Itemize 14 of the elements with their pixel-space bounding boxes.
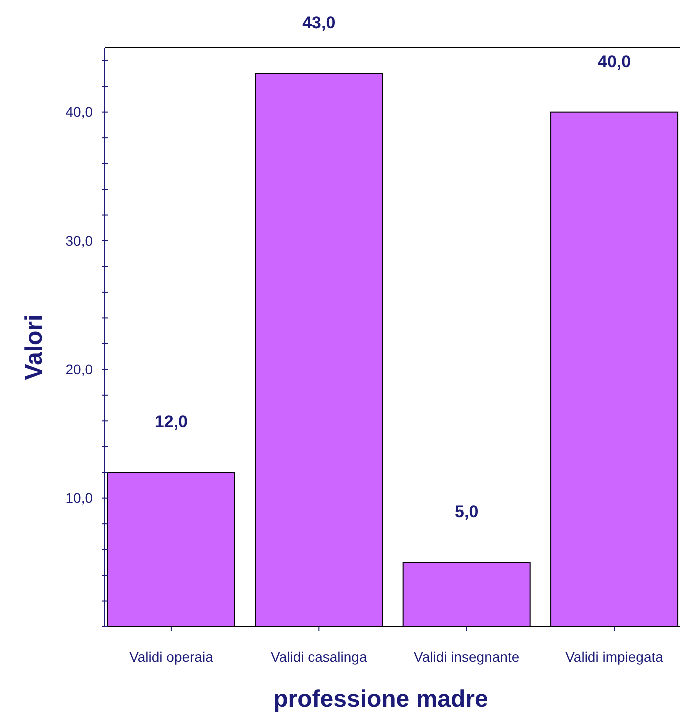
x-tick-label: Validi operaia [130,649,214,665]
x-tick-label: Validi insegnante [414,649,520,665]
y-tick-label: 30,0 [66,232,94,249]
data-label: 5,0 [455,502,479,522]
data-label: 43,0 [302,14,336,33]
data-label: 12,0 [154,412,188,432]
y-tick-label: 40,0 [66,104,94,120]
x-tick-label: Validi impiegata [566,649,664,665]
data-label: 40,0 [598,52,632,72]
y-tick-label: 20,0 [66,362,94,378]
x-tick-label: Validi casalinga [271,649,368,665]
y-axis-title: Valori [21,314,48,380]
y-tick-label: 10,0 [66,490,94,506]
x-axis-title: professione madre [274,686,488,713]
